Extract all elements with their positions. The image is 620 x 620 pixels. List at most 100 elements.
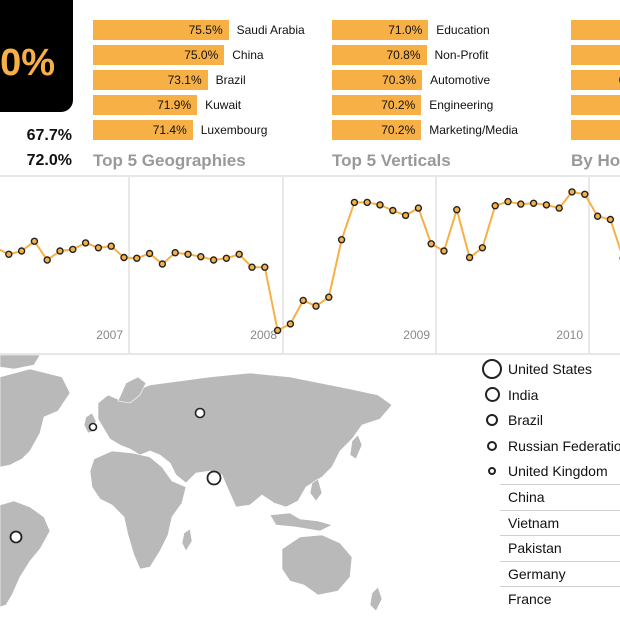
- timeline-point-4[interactable]: [30, 237, 39, 246]
- timeline-point-15[interactable]: [171, 248, 179, 257]
- russia-marker[interactable]: [194, 407, 206, 419]
- verticals-label-4: Engineering: [429, 98, 494, 112]
- world-map: [0, 355, 393, 612]
- geographies-bar-2: [93, 45, 225, 65]
- legend-bubble-1: [482, 359, 502, 379]
- timeline-point-37[interactable]: [453, 206, 461, 214]
- new-zealand-shape: [369, 586, 383, 612]
- timeline-point-23[interactable]: [273, 326, 282, 335]
- timeline-point-40[interactable]: [491, 202, 499, 210]
- timeline-point-28[interactable]: [337, 235, 346, 244]
- timeline-point-11[interactable]: [120, 253, 128, 262]
- verticals-bar-2: [332, 45, 427, 65]
- legend-label-3: Brazil: [508, 412, 544, 429]
- verticals-row-5[interactable]: 70.2% Marketing/Media: [332, 120, 572, 140]
- timeline-point-8[interactable]: [81, 239, 90, 247]
- geographies-label-4: Kuwait: [205, 98, 242, 112]
- timeline-point-27[interactable]: [325, 293, 333, 301]
- timeline-point-7[interactable]: [69, 245, 77, 254]
- timeline-point-39[interactable]: [478, 244, 487, 252]
- timeline-point-48[interactable]: [593, 212, 602, 220]
- hours-title: By Ho: [571, 151, 620, 170]
- timeline-point-41[interactable]: [504, 197, 512, 206]
- timeline-point-17[interactable]: [197, 252, 205, 261]
- legend-label-5: United Kingdom: [508, 463, 608, 480]
- timeline-point-46[interactable]: [568, 188, 576, 196]
- timeline-point-26[interactable]: [312, 302, 320, 310]
- south-america-shape: [0, 500, 51, 608]
- timeline-point-47[interactable]: [581, 190, 589, 198]
- hours-row-1[interactable]: 68: [571, 20, 620, 40]
- timeline-line-chart: 2007 2008 2009 2010: [0, 175, 620, 355]
- geographies-row-2[interactable]: 75.0% China: [93, 45, 333, 65]
- hours-row-2[interactable]: [571, 45, 620, 65]
- japan-shape: [349, 434, 363, 460]
- geographies-label-1: Saudi Arabia: [236, 23, 305, 37]
- geographies-row-4[interactable]: 71.9% Kuwait: [93, 95, 333, 115]
- timeline-point-16[interactable]: [184, 250, 192, 259]
- timeline-point-24[interactable]: [286, 320, 295, 328]
- verticals-value-1: 71.0%: [388, 23, 423, 37]
- verticals-row-3[interactable]: 70.3% Automotive: [332, 70, 572, 90]
- verticals-value-4: 70.2%: [381, 98, 416, 112]
- timeline-point-36[interactable]: [440, 247, 448, 255]
- timeline-point-45[interactable]: [555, 204, 563, 212]
- scandinavia-shape: [117, 376, 147, 404]
- timeline-point-12[interactable]: [133, 254, 141, 263]
- geographies-row-1[interactable]: 75.5% Saudi Arabia: [93, 20, 333, 40]
- geographies-label-3: Brazil: [215, 73, 246, 87]
- geographies-bar-4: [93, 95, 198, 115]
- hours-row-3[interactable]: 68.8: [571, 70, 620, 90]
- timeline-point-32[interactable]: [389, 206, 397, 215]
- legend-bubble-3: [486, 414, 498, 427]
- brazil-marker[interactable]: [9, 530, 23, 544]
- timeline-point-5[interactable]: [43, 256, 51, 264]
- verticals-bar-3: [332, 70, 423, 90]
- timeline-point-44[interactable]: [542, 201, 551, 209]
- timeline-point-35[interactable]: [427, 240, 435, 248]
- hours-row-4[interactable]: [571, 95, 620, 115]
- timeline-point-33[interactable]: [401, 211, 410, 220]
- timeline-point-34[interactable]: [414, 204, 423, 212]
- geographies-row-5[interactable]: 71.4% Luxembourg: [93, 120, 333, 140]
- timeline-point-2[interactable]: [5, 250, 13, 259]
- timeline-point-10[interactable]: [107, 242, 115, 250]
- timeline-point-49[interactable]: [606, 215, 615, 224]
- legend-label-9: Germany: [508, 565, 566, 582]
- verticals-row-4[interactable]: 70.2% Engineering: [332, 95, 572, 115]
- india-marker[interactable]: [206, 470, 222, 486]
- geographies-label-2: China: [232, 48, 264, 62]
- geographies-bar-5: [93, 120, 193, 140]
- timeline-point-30[interactable]: [363, 198, 371, 207]
- timeline-point-9[interactable]: [94, 244, 103, 252]
- timeline-point-22[interactable]: [261, 263, 269, 271]
- timeline-point-3[interactable]: [17, 247, 26, 255]
- timeline-point-25[interactable]: [299, 296, 307, 305]
- uk-marker[interactable]: [88, 422, 98, 432]
- verticals-row-2[interactable]: 70.8% Non-Profit: [332, 45, 572, 65]
- timeline-point-19[interactable]: [222, 254, 231, 263]
- madagascar-shape: [181, 528, 193, 552]
- timeline-point-43[interactable]: [529, 199, 538, 207]
- timeline-point-20[interactable]: [235, 250, 243, 259]
- timeline-point-21[interactable]: [248, 263, 256, 271]
- hours-bar-1: [571, 20, 620, 40]
- kpi-secondary-value-2: 72.0%: [26, 152, 72, 169]
- hours-row-5[interactable]: [571, 120, 620, 140]
- legend-separator-8: [500, 535, 620, 537]
- timeline-point-14[interactable]: [158, 260, 167, 268]
- geographies-value-3: 73.1%: [167, 73, 202, 87]
- timeline-point-38[interactable]: [465, 253, 474, 262]
- timeline-point-13[interactable]: [145, 249, 154, 258]
- timeline-point-29[interactable]: [350, 198, 359, 207]
- timeline-point-6[interactable]: [56, 247, 64, 255]
- verticals-row-1[interactable]: 71.0% Education: [332, 20, 572, 40]
- geographies-row-3[interactable]: 73.1% Brazil: [93, 70, 333, 90]
- timeline-point-31[interactable]: [376, 201, 384, 209]
- timeline-point-42[interactable]: [517, 200, 525, 208]
- legend-separator-9: [500, 560, 620, 562]
- kpi-secondary-value-1: 67.7%: [26, 127, 72, 144]
- timeline-point-18[interactable]: [209, 256, 218, 264]
- geographies-label-5: Luxembourg: [200, 123, 268, 137]
- legend-bubble-4: [487, 440, 497, 451]
